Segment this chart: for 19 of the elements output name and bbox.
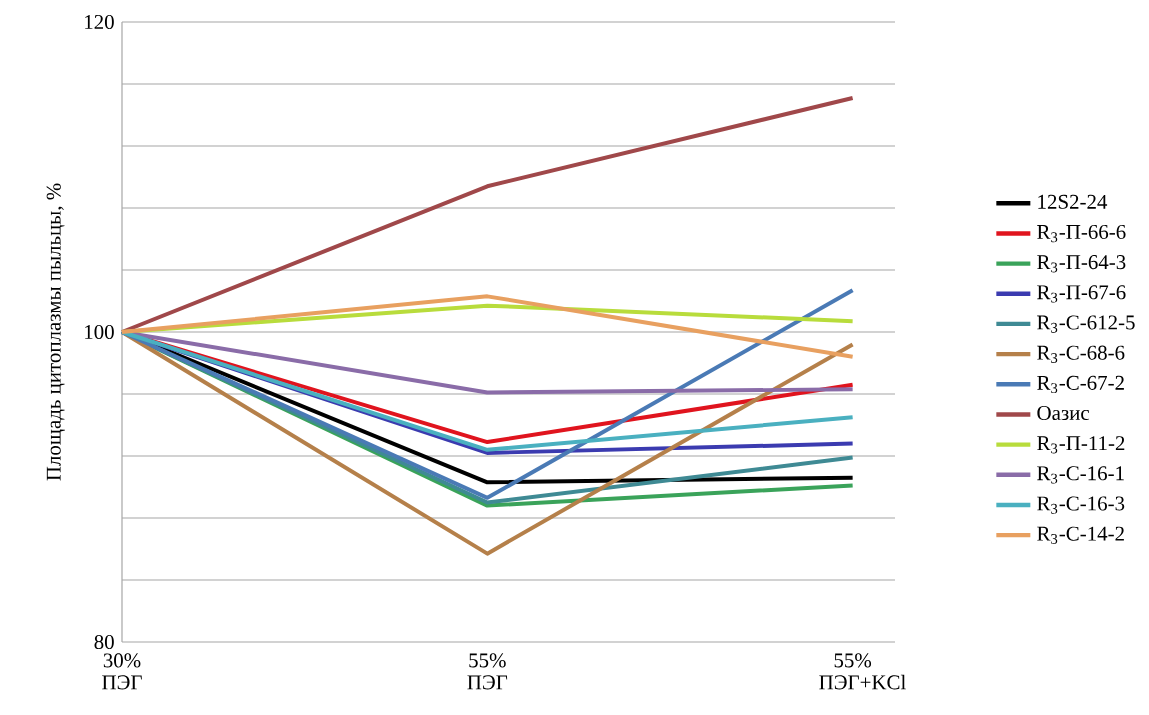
legend-label: R$_{3}$-П-64-3 — [1037, 255, 1126, 273]
legend-label: R$_{3}$-С-67-2 — [1037, 375, 1124, 394]
legend-label: R$_{3}$-С-14-2 — [1037, 526, 1124, 544]
legend-label: R$_{3}$-С-612-5 — [1037, 315, 1135, 333]
legend-label: Оазис — [1037, 405, 1089, 421]
y-tick-label: 120 — [85, 14, 114, 30]
y-axis-title: Площадь цитоплазмы пыльцы, % — [46, 183, 65, 481]
x-tick-label: 55% ПЭГ+KCl — [819, 653, 906, 690]
y-tick-label: 80 — [94, 634, 114, 650]
legend-label: R$_{3}$-П-67-6 — [1037, 285, 1126, 303]
legend-label: R$_{3}$-С-68-6 — [1037, 345, 1125, 363]
legend-label: R$_{3}$-С-16-1 — [1037, 466, 1124, 484]
y-tick-label: 100 — [85, 324, 114, 340]
legend-label: R$_{3}$-П-11-2 — [1037, 436, 1125, 454]
legend-label: R$_{3}$-П-66-6 — [1037, 224, 1126, 243]
legend-label: R$_{3}$-С-16-3 — [1037, 496, 1125, 514]
legend-label: 12S2-24 — [1038, 194, 1108, 209]
x-tick-label: 55% ПЭГ — [467, 653, 508, 690]
x-tick-label: 30% ПЭГ — [102, 653, 142, 690]
